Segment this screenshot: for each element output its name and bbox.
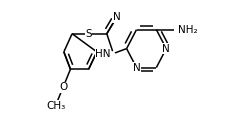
Text: S: S	[85, 29, 92, 39]
Text: N: N	[113, 12, 120, 22]
Text: HN: HN	[96, 49, 111, 58]
Text: N: N	[133, 63, 140, 73]
Text: O: O	[59, 82, 67, 92]
Text: NH₂: NH₂	[178, 25, 198, 35]
Text: N: N	[162, 44, 170, 54]
Text: CH₃: CH₃	[46, 101, 65, 111]
